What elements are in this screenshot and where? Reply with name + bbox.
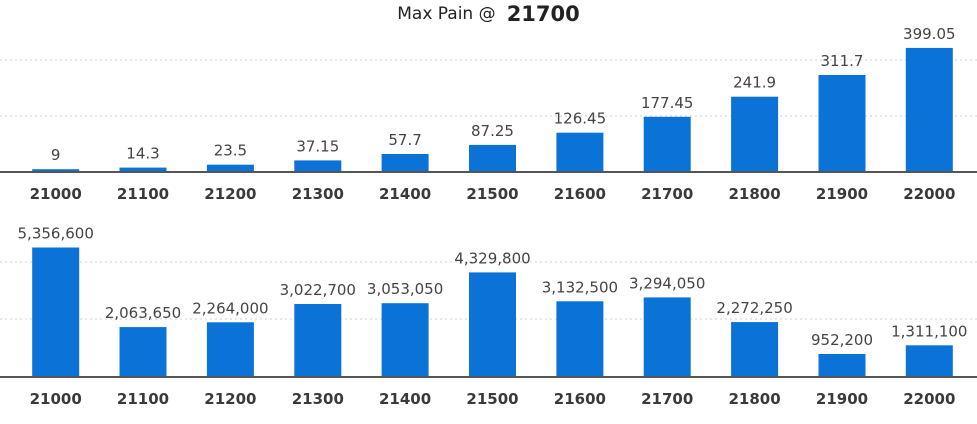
oi-tick-label-21100: 21100: [117, 390, 169, 408]
oi-tick-label-21700: 21700: [641, 390, 693, 408]
pain-bar-21700: [643, 116, 691, 172]
oi-bar-label-21100: 2,063,650: [105, 304, 181, 322]
pain-bar-label-21800: 241.9: [733, 74, 776, 92]
pain-bar-21400: [381, 154, 429, 172]
oi-bar-label-21300: 3,022,700: [280, 281, 356, 299]
pain-bar-label-21500: 87.25: [471, 122, 514, 140]
pain-bar-label-21200: 23.5: [214, 142, 247, 160]
oi-bar-22000: [905, 345, 953, 377]
pain-tick-label-22000: 22000: [903, 185, 955, 203]
oi-bar-label-21500: 4,329,800: [454, 249, 530, 267]
max-pain-value: 21700: [506, 2, 580, 26]
pain-tick-label-21800: 21800: [729, 185, 781, 203]
oi-tick-label-22000: 22000: [903, 390, 955, 408]
pain-bar-21900: [818, 75, 866, 172]
pain-tick-label-21500: 21500: [466, 185, 518, 203]
oi-chart: 5,356,600 21000 2,063,650 21100 2,264,000 212…: [0, 225, 977, 408]
oi-tick-label-21300: 21300: [292, 390, 344, 408]
oi-tick-label-21500: 21500: [466, 390, 518, 408]
oi-bar-21000: [32, 247, 80, 377]
oi-bar-21300: [294, 304, 342, 377]
pain-bar-21600: [556, 132, 604, 172]
pain-bar-label-21900: 311.7: [821, 52, 864, 70]
oi-bar-21500: [469, 272, 516, 377]
pain-bar-label-21000: 9: [51, 146, 61, 164]
chart-title: Max Pain @ 21700: [0, 2, 977, 32]
pain-tick-label-21100: 21100: [117, 185, 169, 203]
max-pain-prefix: Max Pain @: [397, 4, 496, 24]
pain-chart: 9 21000 14.3 21100 23.5 21200 37.15 21300 57.7 21…: [0, 25, 977, 203]
oi-bar-label-21200: 2,264,000: [192, 299, 268, 317]
oi-bar-21200: [206, 322, 254, 377]
oi-bar-21800: [731, 322, 779, 377]
pain-bar-label-21300: 37.15: [296, 137, 339, 155]
pain-tick-label-21300: 21300: [292, 185, 344, 203]
oi-bar-21900: [818, 354, 866, 377]
oi-bar-21600: [556, 301, 604, 377]
pain-bar-21500: [469, 144, 516, 172]
pain-bar-label-22000: 399.05: [903, 25, 956, 43]
oi-tick-label-21400: 21400: [379, 390, 431, 408]
pain-bar-21000: [32, 169, 80, 172]
pain-bar-21200: [206, 164, 254, 172]
oi-tick-label-21600: 21600: [554, 390, 606, 408]
pain-tick-label-21600: 21600: [554, 185, 606, 203]
oi-bar-21100: [119, 327, 167, 377]
oi-bar-label-21800: 2,272,250: [716, 299, 792, 317]
pain-tick-label-21900: 21900: [816, 185, 868, 203]
pain-bar-22000: [905, 47, 953, 172]
pain-bar-21100: [119, 167, 167, 172]
pain-bar-label-21100: 14.3: [126, 145, 159, 163]
oi-bar-label-21900: 952,200: [811, 331, 873, 349]
pain-tick-label-21200: 21200: [204, 185, 256, 203]
pain-bar-label-21700: 177.45: [641, 94, 694, 112]
oi-tick-label-21800: 21800: [729, 390, 781, 408]
oi-bar-21700: [643, 297, 691, 377]
oi-tick-label-21900: 21900: [816, 390, 868, 408]
oi-bar-21400: [381, 303, 429, 377]
pain-tick-label-21000: 21000: [30, 185, 82, 203]
oi-bar-label-21000: 5,356,600: [18, 225, 94, 243]
pain-bar-21300: [294, 160, 342, 172]
oi-bar-label-21400: 3,053,050: [367, 280, 443, 298]
pain-tick-label-21400: 21400: [379, 185, 431, 203]
oi-tick-label-21200: 21200: [204, 390, 256, 408]
oi-bar-label-21600: 3,132,500: [542, 278, 618, 296]
oi-bar-label-22000: 1,311,100: [891, 322, 967, 340]
oi-bar-label-21700: 3,294,050: [629, 274, 705, 292]
pain-bar-label-21400: 57.7: [388, 131, 421, 149]
oi-tick-label-21000: 21000: [30, 390, 82, 408]
pain-bar-label-21600: 126.45: [554, 110, 607, 128]
pain-bar-21800: [731, 96, 779, 172]
pain-tick-label-21700: 21700: [641, 185, 693, 203]
